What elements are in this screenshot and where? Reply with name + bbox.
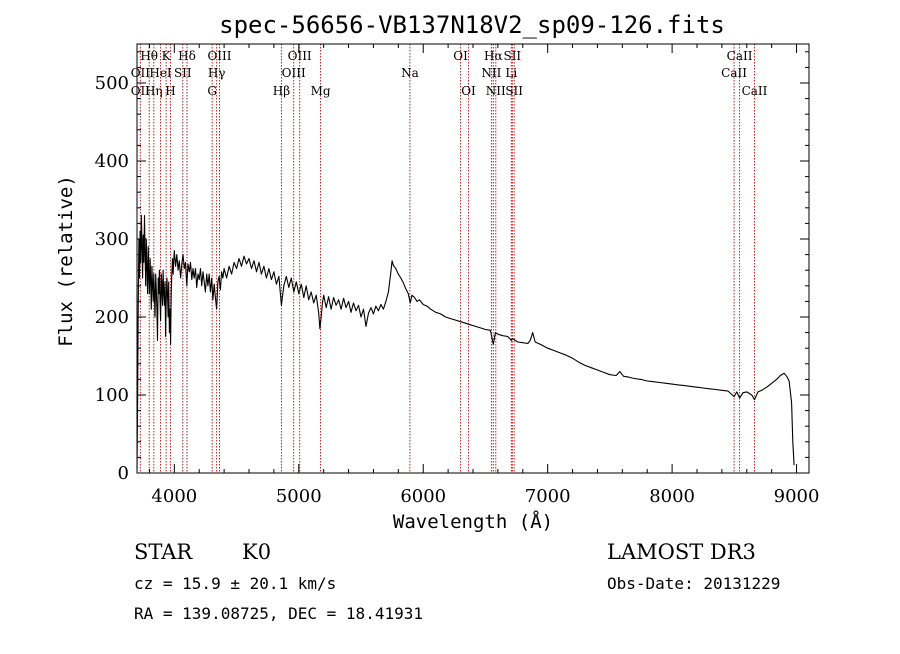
y-axis-label: Flux (relative)	[55, 175, 77, 347]
line-label: SII	[174, 66, 192, 80]
y-tick-label: 500	[95, 73, 129, 94]
line-label: G	[207, 84, 217, 98]
y-axis: 0 100 200 300 400 500	[95, 51, 809, 484]
series-group	[136, 215, 795, 470]
x-axis-label: Wavelength (Å)	[393, 510, 553, 533]
line-label: K	[162, 49, 172, 63]
y-tick-label: 100	[95, 385, 129, 406]
line-label: CaII	[742, 84, 768, 98]
survey-name: LAMOST DR3	[607, 540, 756, 564]
line-label: OIII	[288, 49, 312, 63]
line-label: Hβ	[273, 84, 290, 98]
line-label: OII	[131, 66, 151, 80]
x-axis: 4000 5000 6000 7000 8000 9000	[148, 44, 820, 507]
line-markers	[139, 44, 755, 473]
y-tick-label: 200	[95, 307, 129, 328]
line-label: OI	[461, 84, 476, 98]
object-type: STAR	[134, 540, 193, 564]
x-tick-label: 7000	[525, 486, 571, 507]
flux-series-line	[136, 215, 795, 470]
line-label: Li	[505, 66, 517, 80]
line-label: H	[165, 84, 175, 98]
line-label: Hγ	[208, 66, 226, 80]
x-tick-label: 9000	[774, 486, 820, 507]
line-label: Mg	[311, 84, 331, 98]
x-tick-label: 8000	[649, 486, 695, 507]
chart-title: spec-56656-VB137N18V2_sp09-126.fits	[219, 11, 725, 39]
y-tick-label: 0	[118, 463, 129, 484]
line-label: OII	[131, 84, 151, 98]
line-label: NII	[486, 84, 506, 98]
subclass: K0	[242, 540, 271, 564]
redshift-info: cz = 15.9 ± 20.1 km/s	[134, 574, 336, 593]
line-label: OIII	[282, 66, 306, 80]
coordinates: RA = 139.08725, DEC = 18.41931	[134, 604, 423, 623]
line-label: NII	[481, 66, 501, 80]
line-label: OIII	[207, 49, 231, 63]
line-label: Na	[401, 66, 419, 80]
x-tick-label: 4000	[151, 486, 197, 507]
line-label: OI	[453, 49, 468, 63]
observation-date: Obs-Date: 20131229	[607, 574, 780, 593]
line-label: CaII	[721, 66, 747, 80]
x-tick-label: 5000	[276, 486, 322, 507]
y-tick-label: 400	[95, 151, 129, 172]
line-label: Hδ	[178, 49, 196, 63]
line-label: Hθ	[140, 49, 158, 63]
line-label: CaII	[727, 49, 753, 63]
y-tick-label: 300	[95, 229, 129, 250]
x-tick-label: 6000	[400, 486, 446, 507]
line-label: SII	[505, 84, 523, 98]
line-label: Hη	[145, 84, 163, 98]
line-label: SII	[503, 49, 521, 63]
line-label: Hα	[484, 49, 503, 63]
line-label: HeI	[149, 66, 172, 80]
